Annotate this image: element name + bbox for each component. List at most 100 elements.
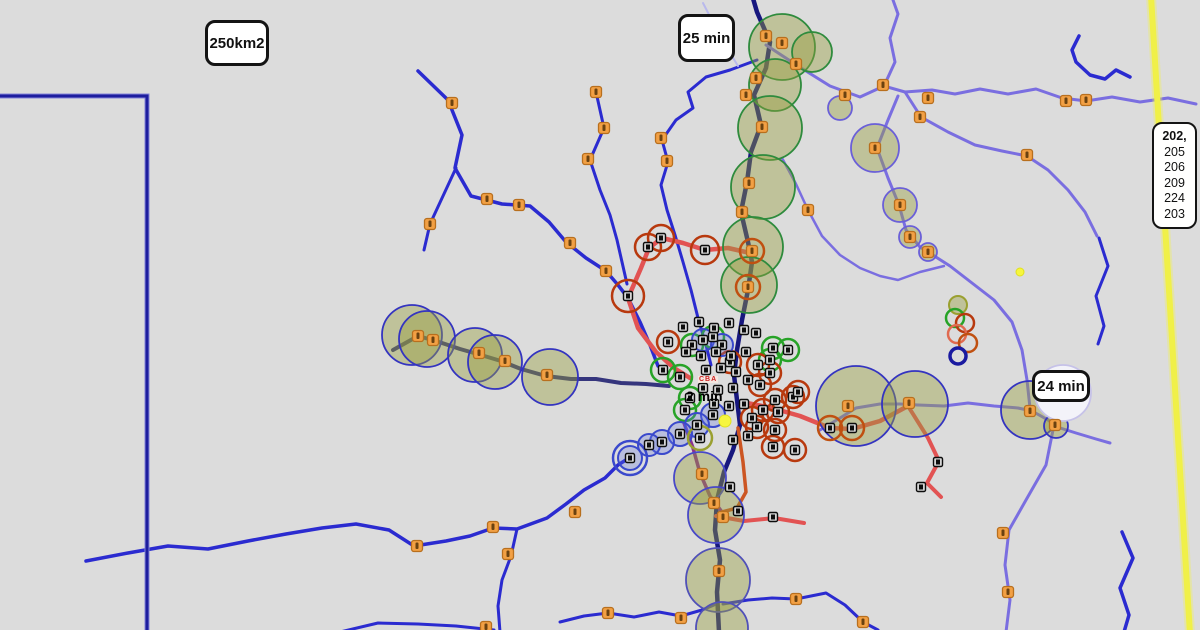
bus-stop-marker[interactable] <box>745 244 759 258</box>
station-marker[interactable] <box>725 350 737 362</box>
bus-stop-marker[interactable] <box>921 91 935 105</box>
bus-stop-marker[interactable] <box>1059 94 1073 108</box>
station-marker[interactable] <box>752 359 764 371</box>
station-marker[interactable] <box>740 346 752 358</box>
bus-stop-marker[interactable] <box>739 88 753 102</box>
bus-stop-marker[interactable] <box>1001 585 1015 599</box>
station-marker[interactable] <box>695 350 707 362</box>
station-marker[interactable] <box>767 441 779 453</box>
bus-stop-marker[interactable] <box>660 154 674 168</box>
station-marker[interactable] <box>750 327 762 339</box>
station-marker[interactable] <box>699 244 711 256</box>
bus-stop-marker[interactable] <box>597 121 611 135</box>
bus-stop-marker[interactable] <box>876 78 890 92</box>
bus-stop-marker[interactable] <box>841 399 855 413</box>
station-marker[interactable] <box>751 421 763 433</box>
bus-stop-marker[interactable] <box>742 176 756 190</box>
bus-stop-marker[interactable] <box>921 245 935 259</box>
station-marker[interactable] <box>742 430 754 442</box>
station-marker[interactable] <box>792 386 804 398</box>
station-marker[interactable] <box>712 384 724 396</box>
bus-stop-marker[interactable] <box>775 36 789 50</box>
bus-stop-marker[interactable] <box>735 205 749 219</box>
bus-stop-marker[interactable] <box>716 510 730 524</box>
bus-stop-marker[interactable] <box>1023 404 1037 418</box>
bus-stop-marker[interactable] <box>838 88 852 102</box>
station-marker[interactable] <box>691 419 703 431</box>
station-marker[interactable] <box>697 382 709 394</box>
bus-stop-marker[interactable] <box>741 280 755 294</box>
station-marker[interactable] <box>697 334 709 346</box>
station-marker[interactable] <box>693 316 705 328</box>
station-marker[interactable] <box>732 505 744 517</box>
station-marker[interactable] <box>723 317 735 329</box>
bus-stop-marker[interactable] <box>654 131 668 145</box>
bus-stop-marker[interactable] <box>996 526 1010 540</box>
bus-stop-marker[interactable] <box>512 198 526 212</box>
station-marker[interactable] <box>694 432 706 444</box>
bus-stop-marker[interactable] <box>599 264 613 278</box>
bus-stop-marker[interactable] <box>1020 148 1034 162</box>
station-marker[interactable] <box>824 422 836 434</box>
station-marker[interactable] <box>708 398 720 410</box>
station-marker[interactable] <box>764 354 776 366</box>
bus-stop-marker[interactable] <box>445 96 459 110</box>
station-marker[interactable] <box>656 436 668 448</box>
station-marker[interactable] <box>738 324 750 336</box>
station-marker[interactable] <box>742 374 754 386</box>
station-marker[interactable] <box>642 241 654 253</box>
bus-stop-marker[interactable] <box>759 29 773 43</box>
bus-stop-marker[interactable] <box>856 615 870 629</box>
station-marker[interactable] <box>674 371 686 383</box>
station-marker[interactable] <box>757 404 769 416</box>
bus-stop-marker[interactable] <box>501 547 515 561</box>
bus-stop-marker[interactable] <box>563 236 577 250</box>
bus-stop-marker[interactable] <box>568 505 582 519</box>
bus-stop-marker[interactable] <box>581 152 595 166</box>
bus-stop-marker[interactable] <box>868 141 882 155</box>
station-marker[interactable] <box>724 481 736 493</box>
station-marker[interactable] <box>772 406 784 418</box>
station-marker[interactable] <box>674 428 686 440</box>
station-marker[interactable] <box>643 439 655 451</box>
bus-stop-marker[interactable] <box>1079 93 1093 107</box>
station-marker[interactable] <box>789 444 801 456</box>
bus-stop-marker[interactable] <box>674 611 688 625</box>
bus-stop-marker[interactable] <box>695 467 709 481</box>
bus-stop-marker[interactable] <box>472 346 486 360</box>
bus-stop-marker[interactable] <box>410 539 424 553</box>
station-marker[interactable] <box>746 412 758 424</box>
station-marker[interactable] <box>915 481 927 493</box>
station-marker[interactable] <box>677 321 689 333</box>
station-marker[interactable] <box>657 364 669 376</box>
bus-stop-marker[interactable] <box>789 57 803 71</box>
station-marker[interactable] <box>684 392 696 404</box>
bus-stop-marker[interactable] <box>1048 418 1062 432</box>
station-marker[interactable] <box>767 342 779 354</box>
bus-stop-marker[interactable] <box>480 192 494 206</box>
station-marker[interactable] <box>655 232 667 244</box>
bus-stop-marker[interactable] <box>486 520 500 534</box>
bus-stop-marker[interactable] <box>801 203 815 217</box>
station-marker[interactable] <box>727 434 739 446</box>
station-marker[interactable] <box>708 322 720 334</box>
station-marker[interactable] <box>769 394 781 406</box>
station-marker[interactable] <box>622 290 634 302</box>
station-marker[interactable] <box>715 362 727 374</box>
station-marker[interactable] <box>680 346 692 358</box>
station-marker[interactable] <box>738 398 750 410</box>
station-marker[interactable] <box>723 400 735 412</box>
bus-stop-marker[interactable] <box>789 592 803 606</box>
bus-stop-marker[interactable] <box>540 368 554 382</box>
station-marker[interactable] <box>764 367 776 379</box>
bus-stop-marker[interactable] <box>755 120 769 134</box>
station-marker[interactable] <box>710 346 722 358</box>
station-marker[interactable] <box>769 424 781 436</box>
bus-stop-marker[interactable] <box>712 564 726 578</box>
station-marker[interactable] <box>754 379 766 391</box>
bus-stop-marker[interactable] <box>479 620 493 630</box>
bus-stop-marker[interactable] <box>902 396 916 410</box>
bus-stop-marker[interactable] <box>426 333 440 347</box>
bus-stop-marker[interactable] <box>707 496 721 510</box>
